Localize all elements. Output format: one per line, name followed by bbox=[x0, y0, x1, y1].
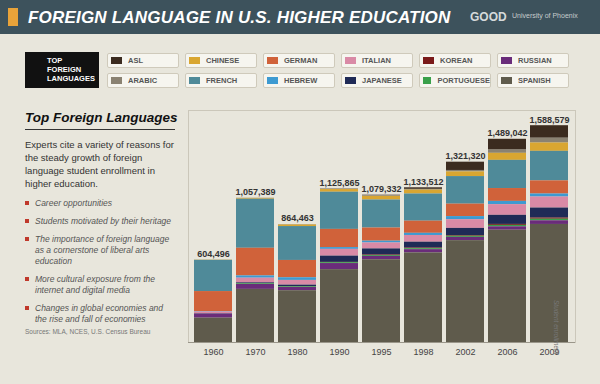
svg-text:1960: 1960 bbox=[203, 347, 223, 357]
html-text:Career opportunities: Career opportunities bbox=[35, 198, 112, 208]
svg-text:2009: 2009 bbox=[539, 346, 560, 357]
svg-text:2006: 2006 bbox=[497, 347, 517, 357]
html-text:JAPANESE: JAPANESE bbox=[362, 76, 402, 85]
svg-text:1,133,512: 1,133,512 bbox=[403, 177, 443, 187]
html-text:More cultural exposure from th: More cultural exposure from the internet… bbox=[35, 274, 155, 295]
svg-text:1,057,389: 1,057,389 bbox=[235, 187, 275, 197]
html-text:ARABIC: ARABIC bbox=[128, 76, 158, 85]
svg-text:1998: 1998 bbox=[413, 347, 433, 357]
html-text:The importance of foreign lang: The importance of foreign language as a … bbox=[35, 234, 170, 266]
html-text:Students motivated by their he: Students motivated by their heritage bbox=[35, 216, 172, 226]
svg-text:1,079,332: 1,079,332 bbox=[361, 184, 401, 194]
html-text:GOOD: GOOD bbox=[470, 10, 507, 24]
html-text:Student enrollment: Student enrollment bbox=[553, 300, 560, 355]
svg-text:1,125,865: 1,125,865 bbox=[319, 178, 359, 188]
svg-text:1970: 1970 bbox=[245, 347, 265, 357]
html-text:PORTUGUESE: PORTUGUESE bbox=[437, 76, 490, 85]
html-text:SPANISH: SPANISH bbox=[518, 76, 551, 85]
html-text:RUSSIAN: RUSSIAN bbox=[518, 56, 552, 65]
html-text:ITALIAN: ITALIAN bbox=[362, 56, 391, 65]
html-text:Sources: MLA, NCES, U.S. Censu: Sources: MLA, NCES, U.S. Census Bureau bbox=[25, 328, 151, 335]
svg-text:864,463: 864,463 bbox=[281, 213, 314, 223]
html-text:HEBREW: HEBREW bbox=[284, 76, 318, 85]
html-text:GERMAN: GERMAN bbox=[284, 56, 318, 65]
html-text:FOREIGN LANGUAGE IN U.S. HIGHE: FOREIGN LANGUAGE IN U.S. HIGHER EDUCATIO… bbox=[28, 8, 451, 27]
html-text:KOREAN: KOREAN bbox=[440, 56, 473, 65]
svg-text:1,321,320: 1,321,320 bbox=[445, 151, 485, 161]
svg-text:1,588,579: 1,588,579 bbox=[529, 115, 569, 125]
html-text:CHINESE: CHINESE bbox=[206, 56, 240, 65]
svg-text:1,489,042: 1,489,042 bbox=[487, 128, 527, 138]
html-text:Top Foreign Languages: Top Foreign Languages bbox=[25, 110, 178, 125]
html-text:Changes in global economies an: Changes in global economies and the rise… bbox=[35, 303, 164, 324]
svg-text:1980: 1980 bbox=[287, 347, 307, 357]
svg-text:1990: 1990 bbox=[329, 347, 349, 357]
html-text:University of Phoenix: University of Phoenix bbox=[512, 12, 578, 19]
html-text:TOP FOREIGN LANGUAGES: TOP FOREIGN LANGUAGES bbox=[47, 56, 95, 83]
html-text:Experts cite a variety of reas: Experts cite a variety of reasons for th… bbox=[25, 139, 174, 189]
html-text:FRENCH: FRENCH bbox=[206, 76, 238, 85]
html-text:ASL: ASL bbox=[128, 56, 143, 65]
svg-text:1995: 1995 bbox=[371, 347, 391, 357]
svg-text:604,496: 604,496 bbox=[197, 249, 230, 259]
svg-text:2002: 2002 bbox=[455, 347, 475, 357]
